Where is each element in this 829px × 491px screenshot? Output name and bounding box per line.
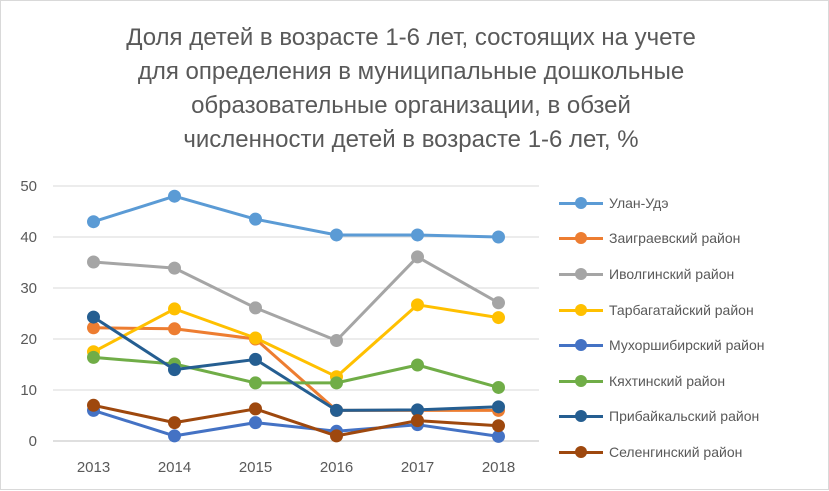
legend-swatch <box>559 445 603 458</box>
data-point <box>87 350 100 364</box>
legend-item: Иволгинский район <box>559 256 819 292</box>
data-point <box>249 376 262 390</box>
data-point <box>492 311 505 325</box>
series-line <box>93 255 500 342</box>
data-point <box>249 352 262 366</box>
legend-label: Заиграевский район <box>609 230 741 247</box>
data-point <box>330 228 343 242</box>
data-point <box>249 301 262 315</box>
data-point <box>249 402 262 416</box>
data-point <box>87 255 100 269</box>
legend-item: Тарбагатайский район <box>559 292 819 328</box>
x-tick-label: 2014 <box>158 459 191 476</box>
data-point <box>411 250 424 264</box>
series-line <box>93 194 499 239</box>
data-point <box>330 429 343 443</box>
legend-item: Улан-Удэ <box>559 185 819 221</box>
data-point <box>492 296 505 310</box>
data-point <box>168 322 181 336</box>
legend-swatch-marker <box>575 267 587 280</box>
chart-title-line: численности детей в возрасте 1-6 лет, % <box>183 126 639 153</box>
series-line <box>93 408 499 438</box>
data-point <box>411 414 424 428</box>
legend-label: Иволгинский район <box>609 265 735 282</box>
data-point <box>87 321 100 335</box>
legend-swatch <box>559 410 603 423</box>
data-point <box>249 416 262 430</box>
legend-item: Кяхтинский район <box>559 363 819 399</box>
series-line <box>93 403 499 438</box>
data-point <box>330 403 343 417</box>
legend-item: Прибайкальский район <box>559 399 819 435</box>
legend-swatch-marker <box>575 445 587 458</box>
series-line <box>93 355 499 389</box>
data-point <box>87 215 100 229</box>
legend-label: Улан-Удэ <box>609 194 669 211</box>
chart-title: Доля детей в возрасте 1-6 лет, состоящих… <box>61 21 761 157</box>
legend-item: Селенгинский район <box>559 434 819 470</box>
data-point <box>492 429 505 443</box>
chart-title-line: для определения в муниципальные дошкольн… <box>137 58 685 85</box>
data-point <box>249 212 262 226</box>
data-point <box>168 302 181 316</box>
data-point <box>411 228 424 242</box>
x-tick-label: 2016 <box>320 459 353 476</box>
y-tick-label: 0 <box>29 433 37 450</box>
legend-swatch-marker <box>575 339 587 352</box>
data-point <box>168 261 181 275</box>
data-point <box>168 416 181 430</box>
legend-label: Селенгинский район <box>609 443 743 460</box>
x-tick-label: 2017 <box>401 459 434 476</box>
data-point <box>168 429 181 443</box>
series-line <box>92 315 499 412</box>
data-point <box>168 189 181 203</box>
x-tick-label: 2018 <box>482 459 515 476</box>
data-point <box>87 398 100 412</box>
data-point <box>492 230 505 244</box>
legend-swatch <box>559 303 603 316</box>
legend-label: Кяхтинский район <box>609 372 726 389</box>
data-point <box>249 331 262 345</box>
data-point <box>411 358 424 372</box>
legend-swatch-marker <box>575 410 587 423</box>
legend-item: Мухоршибирский район <box>559 327 819 363</box>
y-tick-label: 50 <box>20 178 37 195</box>
y-tick-label: 40 <box>20 229 37 246</box>
legend-swatch-marker <box>575 374 587 387</box>
legend-swatch <box>559 267 603 280</box>
x-tick-label: 2015 <box>239 459 272 476</box>
y-tick-label: 20 <box>20 331 37 348</box>
data-point <box>168 363 181 377</box>
chart-legend: Улан-Удэ Заиграевский район Иволгинский ра… <box>559 185 819 470</box>
data-point <box>492 419 505 433</box>
legend-swatch <box>559 339 603 352</box>
data-point <box>411 298 424 312</box>
series-line <box>92 303 499 379</box>
y-tick-label: 30 <box>20 280 37 297</box>
data-point <box>492 400 505 414</box>
legend-label: Прибайкальский район <box>609 408 760 425</box>
legend-swatch <box>559 232 603 245</box>
legend-swatch-marker <box>575 196 587 209</box>
legend-label: Мухоршибирский район <box>609 337 765 354</box>
legend-swatch <box>559 196 603 209</box>
legend-swatch-marker <box>575 232 587 245</box>
data-point <box>87 310 100 324</box>
legend-swatch <box>559 374 603 387</box>
data-point <box>411 403 424 417</box>
legend-label: Тарбагатайский район <box>609 301 754 318</box>
legend-swatch-marker <box>575 303 587 316</box>
data-point <box>492 380 505 394</box>
chart-title-line: Доля детей в возрасте 1-6 лет, состоящих… <box>126 24 696 51</box>
chart-title-line: образовательные организации, в обзей <box>191 92 631 119</box>
data-point <box>330 334 343 348</box>
data-point <box>330 376 343 390</box>
y-tick-label: 10 <box>20 382 37 399</box>
x-tick-label: 2013 <box>77 459 110 476</box>
legend-item: Заиграевский район <box>559 221 819 257</box>
